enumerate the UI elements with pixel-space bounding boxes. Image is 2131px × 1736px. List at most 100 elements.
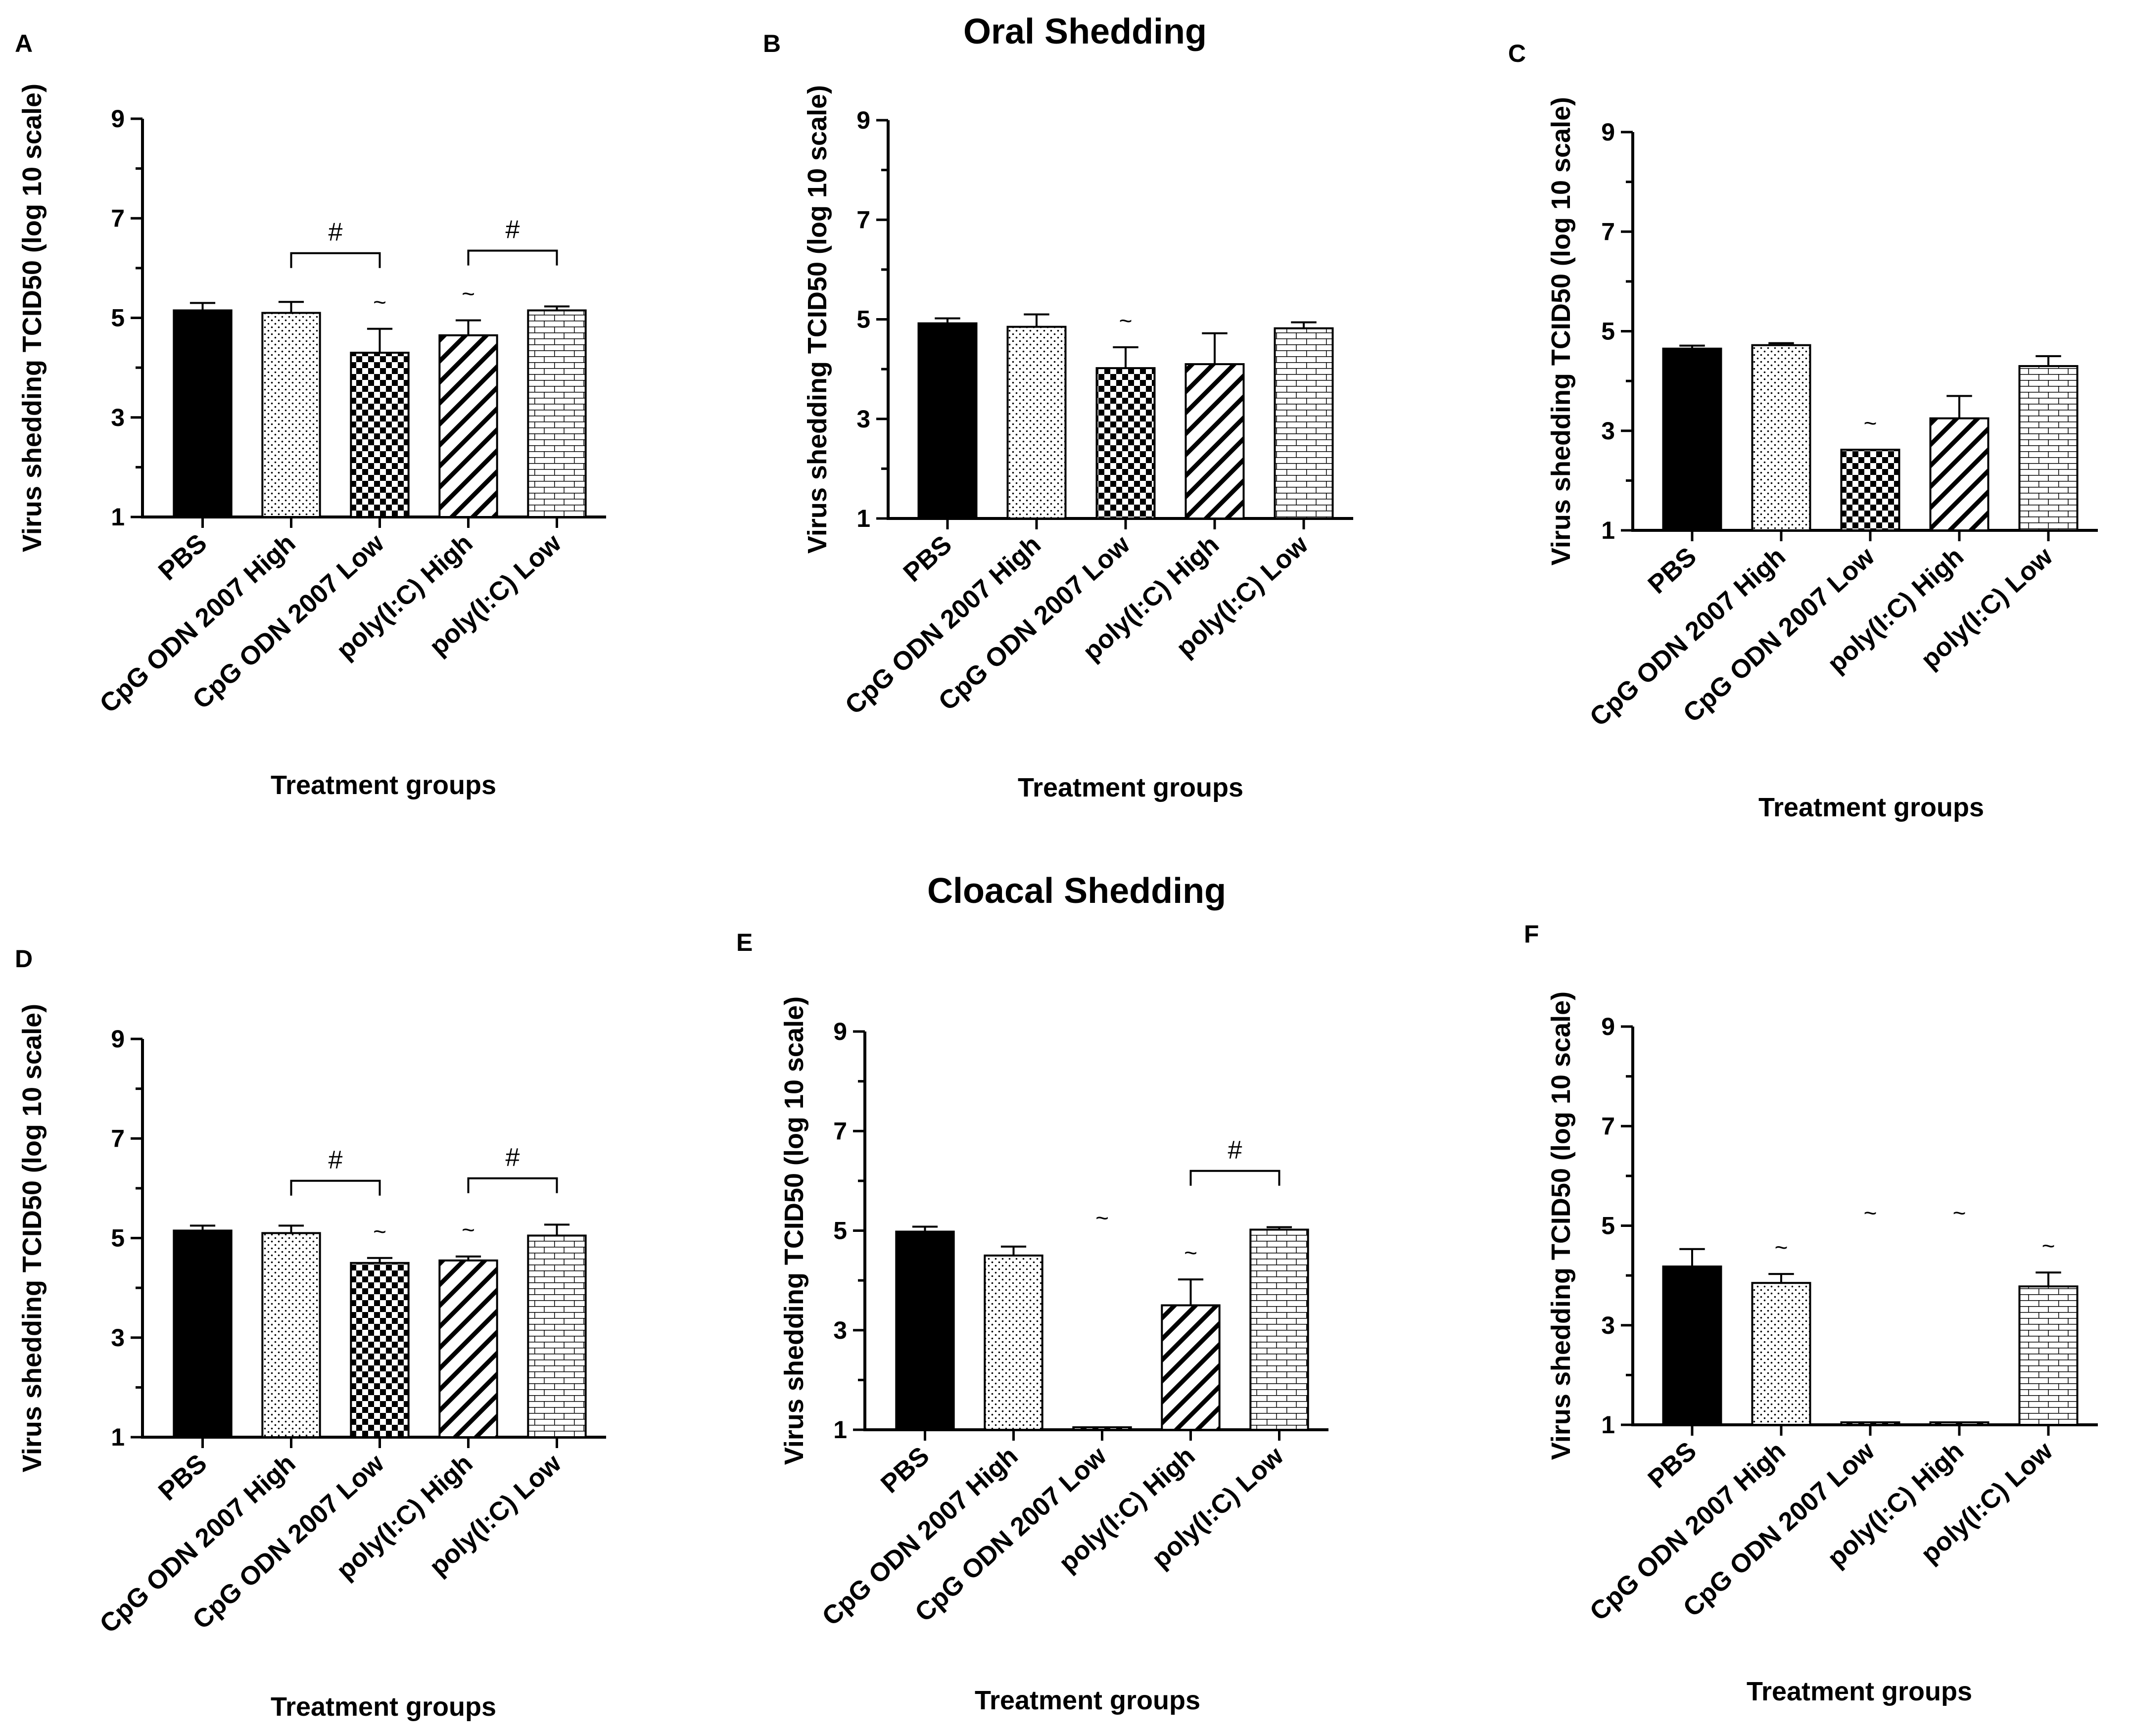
bar-checker	[1840, 448, 1900, 531]
bar-diagonal	[1161, 1304, 1221, 1431]
chart-panel-b: B 1 3 5 7 9 Virus shedding TCID50 (log 10 scal…	[763, 30, 1353, 802]
bar-brick	[1249, 1228, 1309, 1431]
y-tick-label: 3	[111, 1324, 125, 1352]
significance-bracket	[467, 1177, 558, 1193]
bar-checker	[350, 351, 410, 518]
y-tick-label: 7	[111, 204, 125, 232]
bar-dots	[1006, 326, 1067, 519]
significance-tilde: ~	[1953, 1200, 1966, 1226]
panel-letter: F	[1524, 920, 1539, 948]
y-axis-title: Virus shedding TCID50 (log 10 scale)	[779, 996, 809, 1465]
y-tick-label: 3	[111, 404, 125, 431]
significance-tilde: ~	[373, 1219, 386, 1244]
chart-panel-a: A 1 3 5 7 9 Virus shedding TCID50 (log 10 scal…	[15, 30, 606, 800]
significance-tilde: ~	[1775, 1234, 1788, 1260]
significance-tilde: ~	[1864, 1200, 1877, 1226]
bar-solid	[1662, 1266, 1722, 1426]
bar-checker	[1072, 1426, 1132, 1431]
y-tick-label: 3	[833, 1316, 847, 1344]
y-tick-label: 7	[856, 206, 870, 234]
x-tick-label: PBS	[1643, 1436, 1702, 1494]
y-tick-label: 1	[856, 505, 870, 532]
x-axis-title: Treatment groups	[1018, 773, 1243, 802]
y-tick-label: 5	[833, 1217, 847, 1245]
bar-checker	[1840, 1421, 1900, 1426]
significance-bracket	[290, 1179, 381, 1196]
y-tick-label: 3	[856, 405, 870, 433]
bar-dots	[1751, 344, 1811, 531]
y-axis-title: Virus shedding TCID50 (log 10 scale)	[803, 85, 832, 554]
y-tick-label: 3	[1601, 1312, 1615, 1339]
significance-hash: #	[329, 1146, 343, 1174]
x-tick-label: PBS	[1643, 542, 1702, 600]
bar-dots	[984, 1254, 1043, 1431]
chart-panel-c: C 1 3 5 7 9 Virus shedding TCID50 (log 10 scal…	[1508, 40, 2098, 822]
x-tick-label: PBS	[153, 1449, 212, 1506]
y-tick-label: 1	[1601, 1411, 1615, 1439]
y-tick-label: 7	[1601, 1112, 1615, 1140]
y-tick-label: 9	[1601, 118, 1615, 146]
y-axis-title: Virus shedding TCID50 (log 10 scale)	[1546, 97, 1576, 565]
bar-diagonal	[1929, 417, 1989, 531]
significance-tilde: ~	[462, 1217, 475, 1243]
bar-diagonal	[438, 1259, 498, 1438]
x-axis-title: Treatment groups	[271, 1692, 496, 1722]
y-tick-label: 1	[833, 1416, 847, 1444]
bar-diagonal	[438, 334, 498, 518]
x-tick-label: PBS	[898, 530, 957, 588]
bar-brick	[527, 1234, 587, 1438]
y-tick-label: 7	[111, 1125, 125, 1152]
bar-solid	[173, 1229, 233, 1438]
y-tick-label: 3	[1601, 417, 1615, 445]
bar-brick	[2018, 1285, 2079, 1426]
significance-tilde: ~	[1864, 410, 1877, 436]
x-tick-label: PBS	[153, 528, 212, 586]
bar-checker	[350, 1262, 410, 1438]
y-tick-label: 9	[833, 1018, 847, 1045]
bar-dots	[261, 312, 321, 518]
y-tick-label: 9	[111, 105, 125, 133]
y-axis-title: Virus shedding TCID50 (log 10 scale)	[17, 84, 47, 552]
y-tick-label: 9	[1601, 1013, 1615, 1040]
x-axis-title: Treatment groups	[271, 770, 496, 800]
bar-brick	[527, 309, 587, 518]
y-axis-title: Virus shedding TCID50 (log 10 scale)	[1546, 991, 1576, 1460]
bar-solid	[1662, 347, 1722, 531]
bar-diagonal	[1184, 363, 1245, 519]
y-tick-label: 5	[1601, 318, 1615, 345]
y-tick-label: 5	[856, 306, 870, 333]
significance-hash: #	[506, 1143, 520, 1172]
y-tick-label: 1	[1601, 516, 1615, 544]
panel-letter: A	[15, 30, 33, 57]
significance-tilde: ~	[1184, 1240, 1197, 1266]
y-tick-label: 5	[111, 1224, 125, 1252]
cloacal-shedding-title: Cloacal Shedding	[927, 871, 1226, 911]
y-tick-label: 9	[856, 106, 870, 134]
panel-letter: C	[1508, 40, 1526, 67]
x-tick-label: PBS	[875, 1441, 935, 1499]
bar-solid	[917, 322, 978, 519]
y-tick-label: 7	[1601, 218, 1615, 245]
panel-letter: E	[736, 929, 753, 956]
significance-tilde: ~	[2042, 1233, 2055, 1259]
bar-brick	[2018, 365, 2079, 531]
significance-hash: #	[506, 216, 520, 244]
bar-dots	[1751, 1282, 1811, 1426]
significance-tilde: ~	[1095, 1205, 1109, 1231]
bar-solid	[895, 1230, 955, 1431]
x-axis-title: Treatment groups	[1758, 793, 1984, 822]
x-axis-title: Treatment groups	[975, 1686, 1200, 1715]
significance-tilde: ~	[462, 281, 475, 307]
chart-panel-f: F 1 3 5 7 9 Virus shedding TCID50 (log 10 scal…	[1524, 920, 2098, 1706]
oral-shedding-title: Oral Shedding	[963, 12, 1207, 51]
significance-bracket	[1189, 1170, 1280, 1186]
chart-panel-d: D 1 3 5 7 9 Virus shedding TCID50 (log 10 scal…	[15, 945, 606, 1722]
significance-bracket	[290, 252, 381, 268]
bar-diagonal	[1929, 1421, 1989, 1426]
x-axis-title: Treatment groups	[1747, 1677, 1972, 1706]
y-tick-label: 5	[111, 304, 125, 332]
significance-hash: #	[329, 218, 343, 247]
bar-dots	[261, 1232, 321, 1438]
chart-panel-e: E 1 3 5 7 9 Virus shedding TCID50 (log 10 scal…	[736, 929, 1328, 1715]
